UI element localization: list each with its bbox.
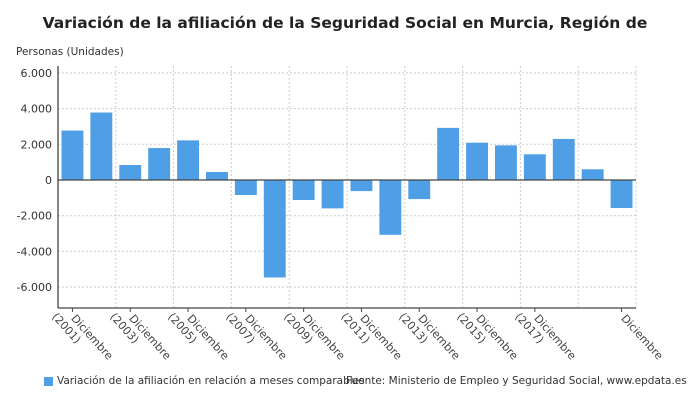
y-tick-label: 0 [45, 174, 52, 187]
bar [379, 180, 402, 235]
bar [206, 171, 228, 180]
y-tick-label: 2.000 [21, 138, 53, 151]
y-tick-label: -6.000 [17, 281, 52, 294]
bar [581, 169, 604, 180]
chart-title: Variación de la afiliación de la Segurid… [42, 14, 648, 32]
bar [523, 154, 546, 180]
y-axis-label: Personas (Unidades) [16, 46, 124, 58]
y-tick-label: -2.000 [17, 210, 52, 223]
legend-swatch [44, 376, 53, 386]
bar [495, 145, 517, 180]
bar [61, 130, 84, 180]
bar [90, 112, 113, 180]
source-note: Fuente: Ministerio de Empleo y Seguridad… [346, 375, 687, 387]
bar [292, 180, 315, 200]
bar [408, 180, 431, 200]
bar [321, 180, 344, 209]
bar [119, 165, 142, 180]
legend-label: Variación de la afiliación en relación a… [57, 375, 365, 387]
bar [610, 180, 633, 209]
bar [177, 140, 199, 180]
y-tick-label: 6.000 [21, 67, 53, 80]
bar [552, 138, 575, 180]
bar [466, 142, 488, 180]
y-tick-label: -4.000 [17, 245, 52, 258]
bar [350, 180, 373, 192]
bar [234, 180, 257, 195]
bar [148, 148, 171, 180]
bar [437, 127, 460, 180]
y-tick-label: 4.000 [21, 103, 53, 116]
bar [263, 180, 286, 278]
legend: Variación de la afiliación en relación a… [44, 375, 365, 387]
